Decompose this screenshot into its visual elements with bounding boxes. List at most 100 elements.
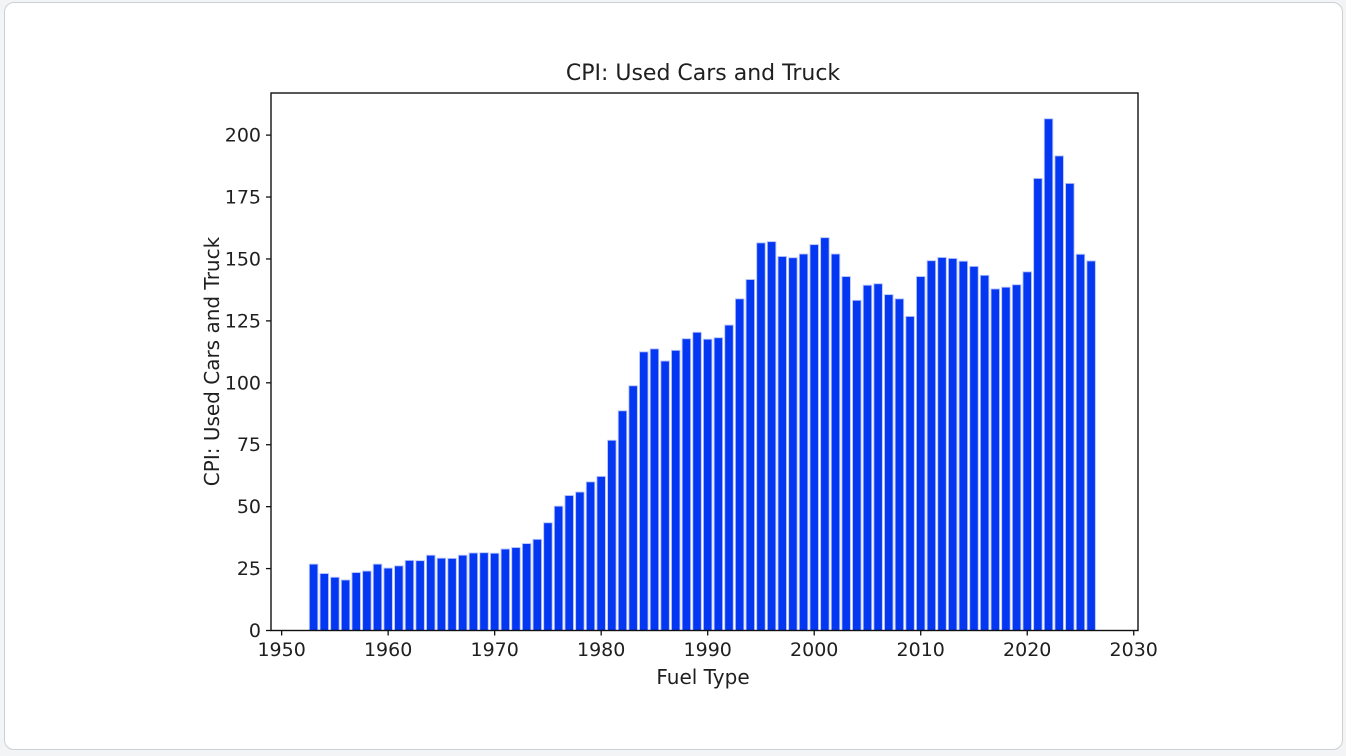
bar-1961: [394, 565, 404, 631]
bar-1996: [766, 241, 777, 631]
bar-1999: [798, 253, 809, 631]
bar-2025: [1075, 253, 1086, 631]
bar-1995: [756, 242, 766, 631]
bar-2014: [958, 260, 969, 631]
bar-1965: [436, 557, 447, 631]
bar-1975: [543, 522, 553, 631]
bar-1989: [692, 331, 702, 631]
bar-2010: [916, 276, 926, 631]
bar-1960: [383, 567, 393, 631]
bar-2019: [1011, 284, 1022, 631]
bar-1968: [468, 552, 479, 631]
bar-1959: [372, 563, 383, 631]
bar-1990: [702, 338, 713, 631]
bar-1988: [681, 338, 692, 631]
bar-1979: [585, 481, 596, 631]
x-tick-label: 2000: [790, 639, 838, 661]
bar-2020: [1022, 271, 1032, 631]
bar-2023: [1054, 155, 1064, 631]
y-tick-label: 25: [237, 558, 261, 580]
bar-1976: [553, 505, 564, 631]
bar-1982: [617, 410, 628, 631]
bar-2016: [979, 274, 990, 631]
bar-1986: [660, 360, 670, 631]
bar-2021: [1033, 178, 1043, 631]
bar-1983: [628, 385, 638, 631]
plot-box: [270, 92, 1139, 632]
bar-1972: [511, 547, 521, 631]
y-tick-label: 125: [225, 310, 261, 332]
bar-2006: [873, 283, 883, 631]
bar-1963: [415, 560, 425, 631]
bar-1994: [745, 279, 756, 631]
bar-2012: [937, 257, 947, 631]
x-tick-label: 2010: [897, 639, 945, 661]
bar-1969: [479, 552, 489, 631]
axes-group: [270, 92, 1139, 632]
bar-2000: [809, 244, 819, 631]
x-tick-label: 2030: [1110, 639, 1158, 661]
bar-2017: [990, 288, 1000, 631]
bar-1991: [713, 337, 724, 631]
bar-1962: [404, 559, 415, 631]
y-tick-label: 150: [225, 248, 261, 270]
bar-1978: [575, 491, 585, 631]
bar-1966: [447, 557, 457, 631]
x-tick-label: 1990: [684, 639, 732, 661]
y-tick-label: 50: [237, 496, 261, 518]
bar-1974: [532, 538, 542, 631]
x-tick-label: 1980: [577, 639, 625, 661]
bar-1981: [607, 439, 617, 631]
bar-2015: [969, 265, 979, 631]
bars-group: [308, 118, 1096, 631]
bar-1956: [340, 579, 351, 631]
bar-1980: [596, 475, 606, 631]
y-tick-label: 0: [249, 620, 261, 642]
bar-1957: [351, 572, 361, 631]
bar-1993: [734, 298, 745, 631]
bar-1973: [521, 543, 532, 631]
chart-title: CPI: Used Cars and Truck: [566, 61, 841, 86]
y-tick-label: 200: [225, 125, 261, 147]
bar-1998: [788, 257, 798, 631]
bar-1977: [564, 495, 574, 631]
bar-1955: [330, 576, 340, 631]
x-tick-label: 1960: [364, 639, 412, 661]
bar-2007: [884, 294, 894, 631]
bar-2008: [894, 298, 905, 631]
bar-2003: [841, 276, 851, 631]
bar-2009: [905, 315, 915, 631]
ticks-group: 1950 1960 1970 1980 1990 2000 2010 2020 2030 0 25 5…: [225, 125, 1158, 661]
bar-2013: [947, 258, 958, 631]
y-tick-label: 75: [237, 434, 261, 456]
bar-2022: [1043, 118, 1054, 631]
bar-1964: [426, 554, 436, 631]
bar-2018: [1001, 286, 1011, 631]
bar-1985: [649, 348, 660, 631]
bar-1984: [639, 351, 649, 631]
bar-1954: [319, 573, 329, 631]
bar-1997: [777, 256, 787, 631]
bar-2011: [926, 260, 937, 631]
x-tick-label: 2020: [1003, 639, 1051, 661]
x-tick-label: 1950: [257, 639, 305, 661]
bar-1971: [500, 548, 511, 631]
bar-1992: [724, 324, 734, 631]
bar-2004: [852, 299, 862, 631]
bar-1987: [671, 349, 681, 631]
bar-1967: [458, 554, 468, 631]
bar-1953: [308, 563, 319, 631]
bar-1970: [489, 552, 500, 631]
y-axis-label: CPI: Used Cars and Truck: [200, 236, 224, 486]
bar-1958: [362, 570, 372, 631]
bar-2002: [830, 253, 841, 631]
bar-2026: [1086, 260, 1096, 631]
x-axis-label: Fuel Type: [656, 665, 749, 689]
y-tick-label: 100: [225, 372, 261, 394]
x-tick-label: 1970: [470, 639, 518, 661]
bar-2001: [820, 237, 830, 631]
bar-2024: [1065, 182, 1075, 631]
y-tick-label: 175: [225, 187, 261, 209]
bar-2005: [862, 284, 873, 631]
